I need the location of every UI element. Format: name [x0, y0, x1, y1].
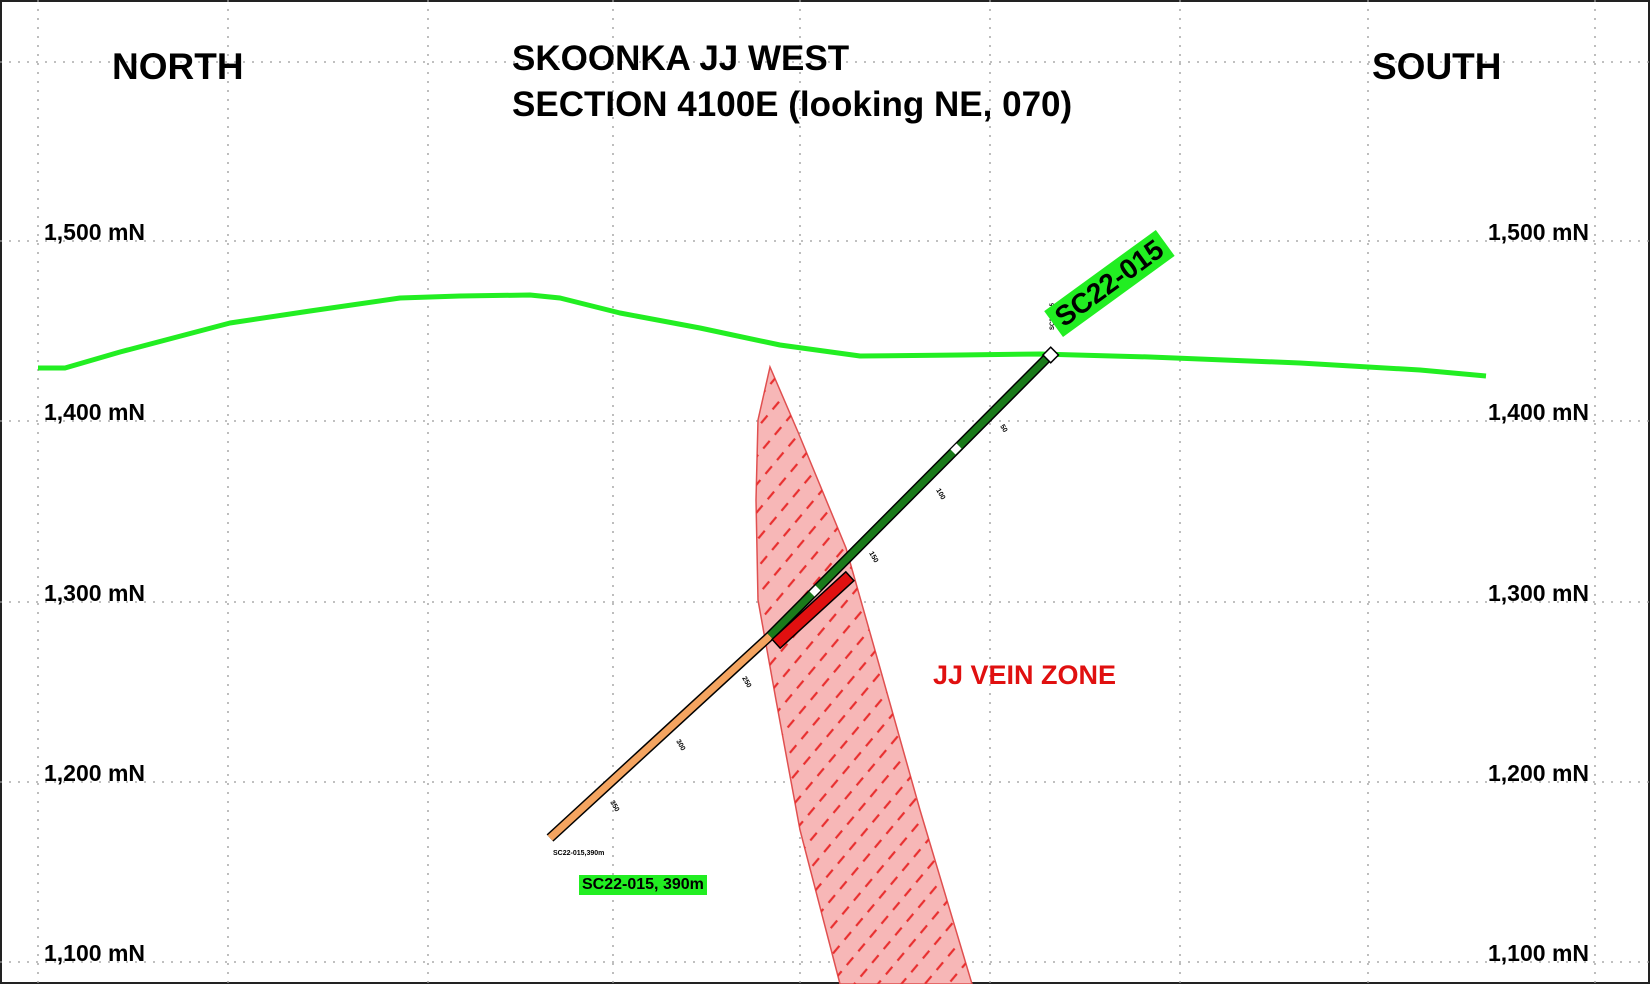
elevation-label-left: 1,200 mN: [44, 760, 146, 786]
depth-ticks: 50 100 150 250 300 350: [608, 424, 1008, 814]
section-title-line1: SKOONKA JJ WEST: [512, 39, 850, 78]
vein-zone-label: JJ VEIN ZONE: [933, 660, 1117, 690]
elevation-label-left: 1,500 mN: [44, 219, 146, 245]
elevation-label-right: 1,400 mN: [1488, 399, 1590, 425]
depth-tick: 150: [867, 551, 879, 565]
topography-line: [38, 292, 1487, 379]
drillhole-end-tag: SC22-015, 390m: [579, 875, 707, 895]
depth-tick: 50: [998, 424, 1008, 434]
elevation-label-right: 1,200 mN: [1488, 760, 1590, 786]
hole-end-small-label: SC22-015,390m: [553, 850, 604, 857]
collar-box: [1041, 346, 1060, 364]
depth-tick: 300: [674, 739, 686, 753]
section-title-line2: SECTION 4100E (looking NE, 070): [512, 85, 1073, 124]
elevation-label-left: 1,400 mN: [44, 399, 146, 425]
elevation-label-left: 1,300 mN: [44, 580, 146, 606]
intercept-bar: [771, 570, 855, 650]
drillhole-trace: [546, 346, 1060, 842]
hole-segment-lower: [547, 633, 773, 841]
elevation-label-right: 1,300 mN: [1488, 580, 1590, 606]
depth-tick: 250: [740, 676, 752, 690]
hole-gap-1: [950, 443, 962, 455]
vein-zone-hatch: [756, 367, 972, 984]
elevation-label-right: 1,100 mN: [1488, 940, 1590, 966]
elevation-label-right: 1,500 mN: [1488, 219, 1590, 245]
hole-gap-2: [809, 585, 821, 597]
south-label: SOUTH: [1372, 46, 1502, 87]
elevation-label-left: 1,100 mN: [44, 940, 146, 966]
north-label: NORTH: [112, 46, 244, 87]
depth-tick: 350: [608, 800, 620, 814]
depth-tick: 100: [934, 488, 946, 502]
